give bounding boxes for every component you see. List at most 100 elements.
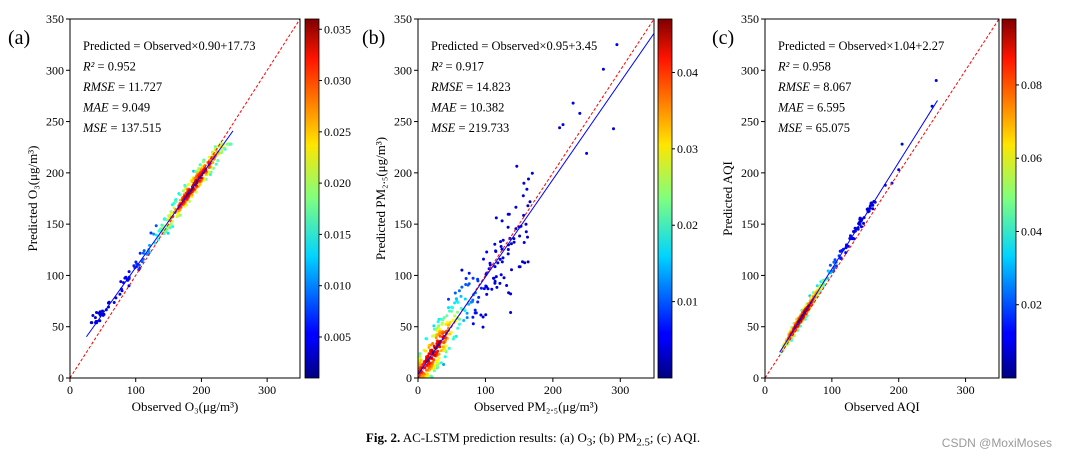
scatter-point [473,308,477,312]
stat-key: MSE [82,121,108,135]
stat-value: = 14.823 [463,80,511,94]
scatter-point [183,204,187,208]
scatter-point [429,374,433,378]
stat-line: RMSE = 14.823 [430,80,511,94]
x-tick-label: 0 [415,383,421,397]
scatter-point [897,168,901,172]
figure-caption: Fig. 2. AC-LSTM prediction results: (a) … [0,430,1066,449]
caption-fig-label: Fig. 2. [365,430,401,445]
scatter-point [501,238,505,242]
stat-key: R² [430,60,443,74]
stat-value: = 6.595 [804,101,845,115]
scatter-point [522,181,526,185]
plot-area [70,19,300,378]
scatter-point [216,159,220,162]
csdn-watermark: CSDN @MoxiMoses [941,436,1052,450]
scatter-point [456,310,459,314]
stat-line: Predicted = Observed×1.04+2.27 [778,39,944,53]
scatter-point [499,273,503,277]
plot-frame [417,18,655,379]
scatter-point [495,285,499,289]
scatter-point [435,364,439,368]
scatter-point [202,160,206,164]
fit-line [779,100,938,353]
scatter-point [444,322,448,326]
y-tick-label: 150 [46,217,64,231]
scatter-point [492,276,495,280]
scatter-point [502,276,506,280]
identity-line [70,19,300,378]
scatter-point [170,212,174,215]
scatter-point [220,149,224,152]
scatter-point [432,324,436,328]
scatter-point [142,249,146,253]
scatter-point [453,314,457,318]
scatter-point [425,337,429,341]
plot-frame [69,18,301,379]
scatter-point [434,336,438,340]
scatter-point [462,319,466,322]
colorbar-tick-label: 0.015 [324,227,351,241]
scatter-point [479,286,483,290]
y-axis-label: Predicted AQI [720,161,735,236]
scatter-point [530,171,534,175]
stat-value: = 10.382 [457,101,505,115]
stat-key: Predicted [431,39,479,53]
stat-line: MSE = 65.075 [777,121,850,135]
scatter-point [447,306,450,310]
scatter-point [496,261,500,265]
scatter-point [463,297,467,301]
scatter-point [526,260,530,264]
scatter-point [494,275,498,279]
stat-value: = 9.049 [109,101,150,115]
scatter-point [188,199,191,203]
colorbar-tick-label: 0.020 [324,176,351,190]
scatter-point [510,268,513,272]
y-tick-label: 300 [46,63,64,77]
scatter-point [849,234,852,238]
caption-sub-b: 2.5 [636,436,650,449]
scatter-point [509,292,513,296]
scatter-point [432,334,436,338]
x-tick-label: 200 [544,383,562,397]
x-tick-label: 200 [192,383,210,397]
colorbar-tick-label: 0.005 [324,330,351,344]
scatter-point [476,279,480,283]
scatter-point [506,225,510,229]
scatter-point [112,301,116,304]
scatter-point [442,316,446,320]
scatter-point [482,287,486,291]
y-axis-label: Predicted O₃(μg/m³) [25,145,40,251]
y-tick-label: 150 [394,217,412,231]
scatter-point [561,123,565,127]
scatter-point [512,237,516,241]
scatter-point [229,142,233,146]
panel-b: (b) 0 100 200 300 0 50 100 150 200 250 300 350 Observ… [362,12,698,414]
scatter-point [490,287,494,291]
scatter-point [141,251,145,255]
scatter-point [485,250,489,254]
scatter-point [471,276,475,280]
scatter-point [456,300,460,304]
scatter-point [432,369,436,373]
scatter-point [441,345,445,349]
scatter-point [153,241,157,245]
scatter-point [437,356,441,360]
scatter-point [524,230,528,234]
y-tick-label: 250 [741,115,759,129]
scatter-point [435,351,438,355]
scatter-point [494,216,498,220]
scatter-point [525,187,529,191]
stat-line: Predicted = Observed×0.95+3.45 [431,39,597,53]
scatter-point [222,146,226,150]
scatter-point [174,200,178,203]
scatter-point [448,332,452,336]
scatter-point [442,363,446,366]
scatter-point [477,295,481,299]
stat-value: = 0.958 [789,60,830,74]
x-axis-label: Observed O₃(μg/m³) [132,399,239,414]
stat-key: RMSE [777,80,810,94]
scatter-point [459,294,463,298]
scatter-point [521,194,525,198]
